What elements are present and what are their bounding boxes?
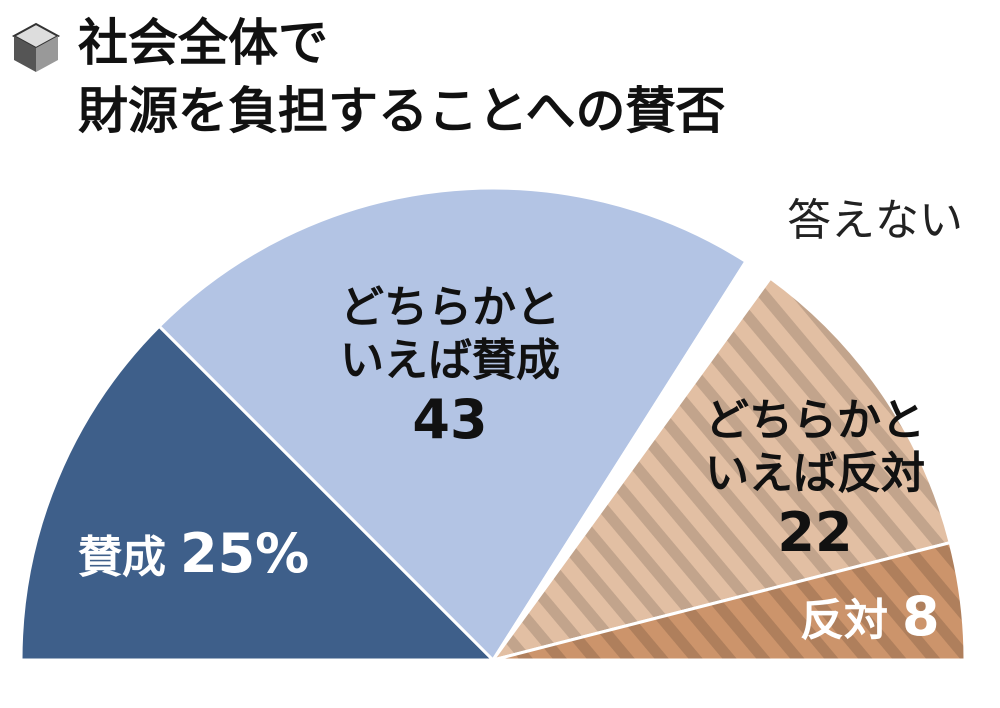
- wedge: [157, 186, 748, 663]
- category-label: どちらかといえば反対: [705, 395, 925, 499]
- slice-label: 反対 8: [800, 585, 980, 650]
- value-label: 43: [412, 387, 488, 451]
- wedge: [489, 276, 952, 663]
- category-label: 反対: [800, 595, 888, 646]
- wedge: [19, 324, 497, 662]
- chart-title: 財源を負担することへの賛否: [78, 82, 726, 140]
- value-label: 22: [777, 500, 853, 564]
- slice-label: どちらかといえば反対 22: [685, 395, 945, 565]
- category-label: 賛成: [78, 532, 166, 583]
- category-label: 答えない: [787, 195, 963, 246]
- value-label: 25%: [180, 522, 310, 585]
- category-label: どちらかといえば賛成: [340, 282, 560, 386]
- slice-label: 賛成 25%: [78, 522, 338, 587]
- wedge: [492, 540, 967, 662]
- title-icon: [11, 22, 61, 72]
- slice-label: どちらかといえば賛成 43: [320, 282, 580, 452]
- chart-title: 社会全体で: [78, 14, 328, 72]
- value-label: 8: [902, 585, 940, 648]
- slice-label: 答えない: [760, 195, 990, 248]
